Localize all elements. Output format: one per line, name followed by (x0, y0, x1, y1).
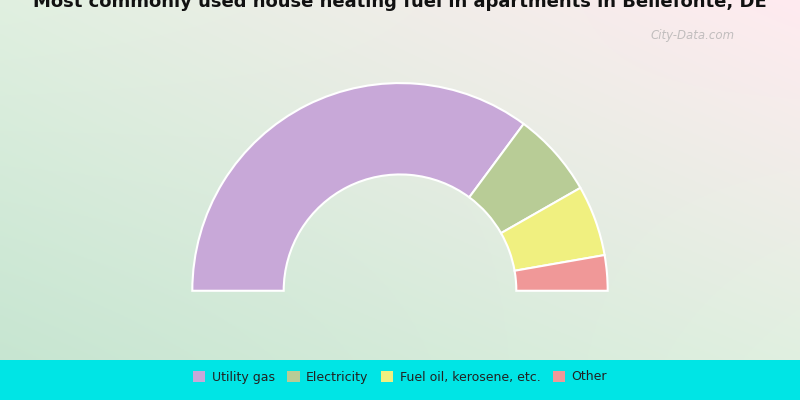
Wedge shape (501, 188, 605, 271)
Legend: Utility gas, Electricity, Fuel oil, kerosene, etc., Other: Utility gas, Electricity, Fuel oil, kero… (189, 367, 611, 387)
Wedge shape (192, 83, 524, 291)
Wedge shape (470, 124, 581, 233)
Wedge shape (514, 255, 608, 291)
Text: City-Data.com: City-Data.com (651, 29, 735, 42)
Text: Most commonly used house heating fuel in apartments in Bellefonte, DE: Most commonly used house heating fuel in… (33, 0, 767, 11)
